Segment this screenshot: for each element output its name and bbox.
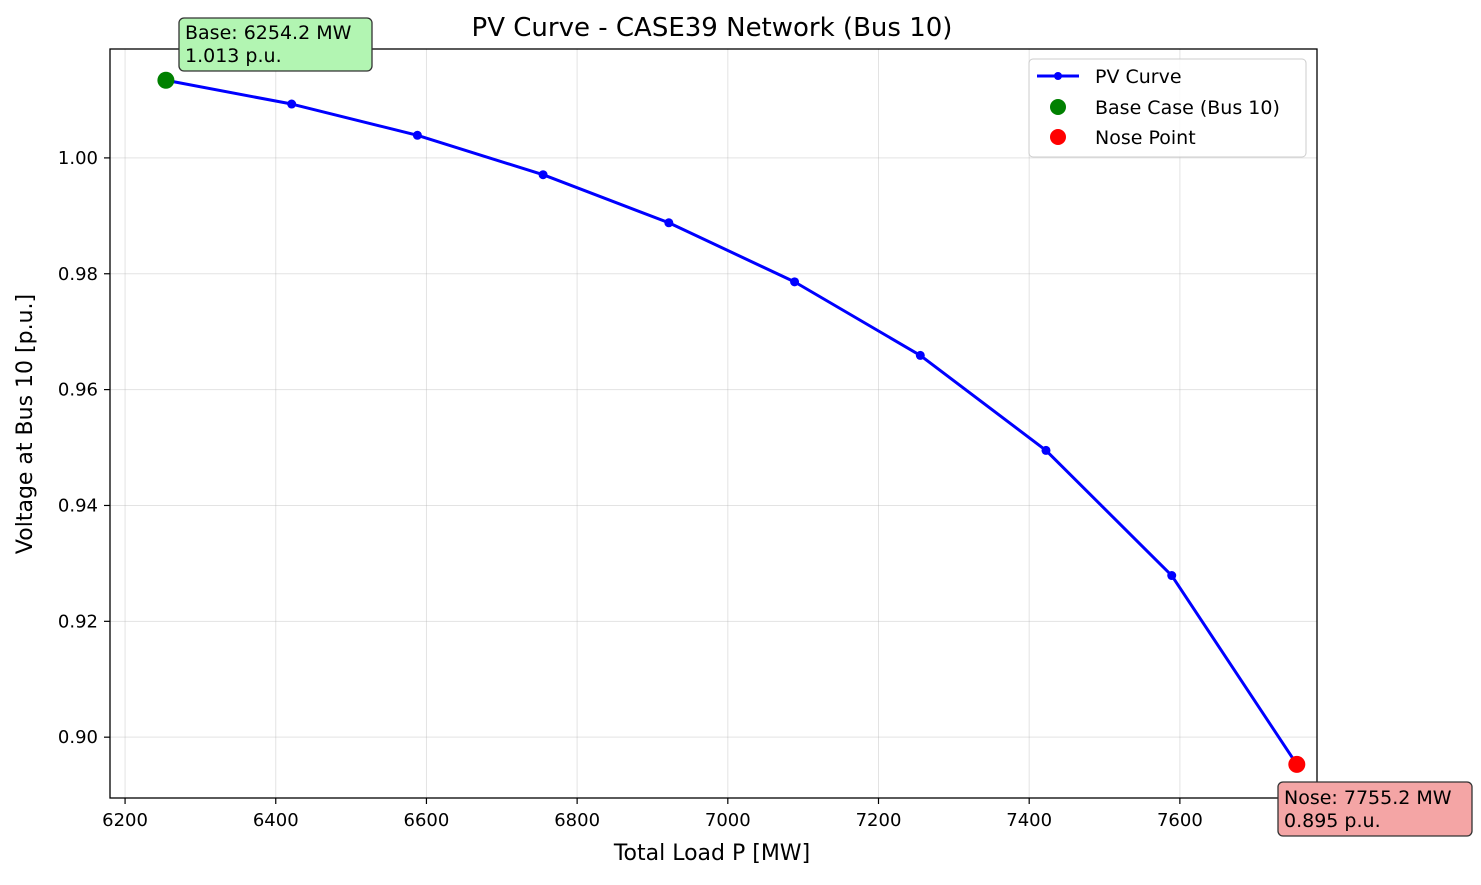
- pv-curve-point: [1167, 571, 1177, 581]
- x-axis: 6200 6400 6600 6800 7000 7200 7400 7600: [102, 798, 1203, 831]
- x-tick-label: 7200: [856, 810, 902, 831]
- x-tick-label: 6600: [404, 810, 450, 831]
- base-annotation-box: [178, 17, 373, 72]
- legend-label-nose-point: Nose Point: [1095, 127, 1196, 149]
- x-tick-label: 6400: [253, 810, 299, 831]
- pv-curve-point: [915, 350, 925, 360]
- legend-marker-nose-point: [1050, 129, 1066, 145]
- x-axis-label: Total Load P [MW]: [613, 841, 810, 866]
- x-tick-label: 7000: [705, 810, 751, 831]
- y-axis-label: Voltage at Bus 10 [p.u.]: [13, 294, 38, 554]
- legend-box: [1028, 58, 1307, 158]
- x-tick-label: 7400: [1006, 810, 1052, 831]
- nose-annotation-line2: 0.895 p.u.: [1284, 810, 1381, 832]
- pv-curve-point: [412, 130, 422, 140]
- pv-curve-point: [538, 170, 548, 180]
- y-tick-label: 0.94: [58, 495, 98, 516]
- x-tick-label: 7600: [1157, 810, 1203, 831]
- x-tick-label: 6200: [102, 810, 148, 831]
- legend-label-base-case: Base Case (Bus 10): [1095, 97, 1280, 119]
- legend-label-pv-curve: PV Curve: [1095, 66, 1182, 88]
- y-tick-label: 0.98: [58, 264, 98, 285]
- y-tick-label: 0.90: [58, 727, 98, 748]
- nose-annotation-line1: Nose: 7755.2 MW: [1284, 787, 1452, 809]
- nose-point: [1288, 755, 1306, 773]
- pv-curve-line: [165, 78, 1299, 766]
- legend-marker-pv-curve: [1054, 72, 1062, 80]
- y-tick-label: 0.92: [58, 611, 98, 632]
- pv-curve-point: [664, 218, 674, 228]
- base-annotation: Base: 6254.2 MW 1.013 p.u.: [178, 17, 373, 72]
- x-tick-label: 6800: [554, 810, 600, 831]
- grid: [110, 49, 1317, 798]
- chart-title: PV Curve - CASE39 Network (Bus 10): [472, 13, 953, 43]
- base-annotation-line1: Base: 6254.2 MW: [185, 22, 352, 44]
- base-annotation-line2: 1.013 p.u.: [185, 45, 282, 67]
- y-axis: 0.90 0.92 0.94 0.96 0.98 1.00: [58, 148, 110, 748]
- pv-curve-point: [790, 277, 800, 287]
- pv-curve-point: [1041, 445, 1051, 455]
- legend-marker-base-case: [1050, 99, 1066, 115]
- pv-curve-point: [287, 99, 297, 109]
- nose-annotation-box: [1277, 781, 1473, 837]
- y-tick-label: 0.96: [58, 380, 98, 401]
- series-layer: [157, 71, 1306, 773]
- base-case-point: [157, 71, 175, 89]
- y-tick-label: 1.00: [58, 148, 98, 169]
- nose-annotation: Nose: 7755.2 MW 0.895 p.u.: [1277, 781, 1473, 837]
- plot-frame: [109, 48, 1318, 799]
- legend: PV Curve Base Case (Bus 10) Nose Point: [1028, 58, 1307, 158]
